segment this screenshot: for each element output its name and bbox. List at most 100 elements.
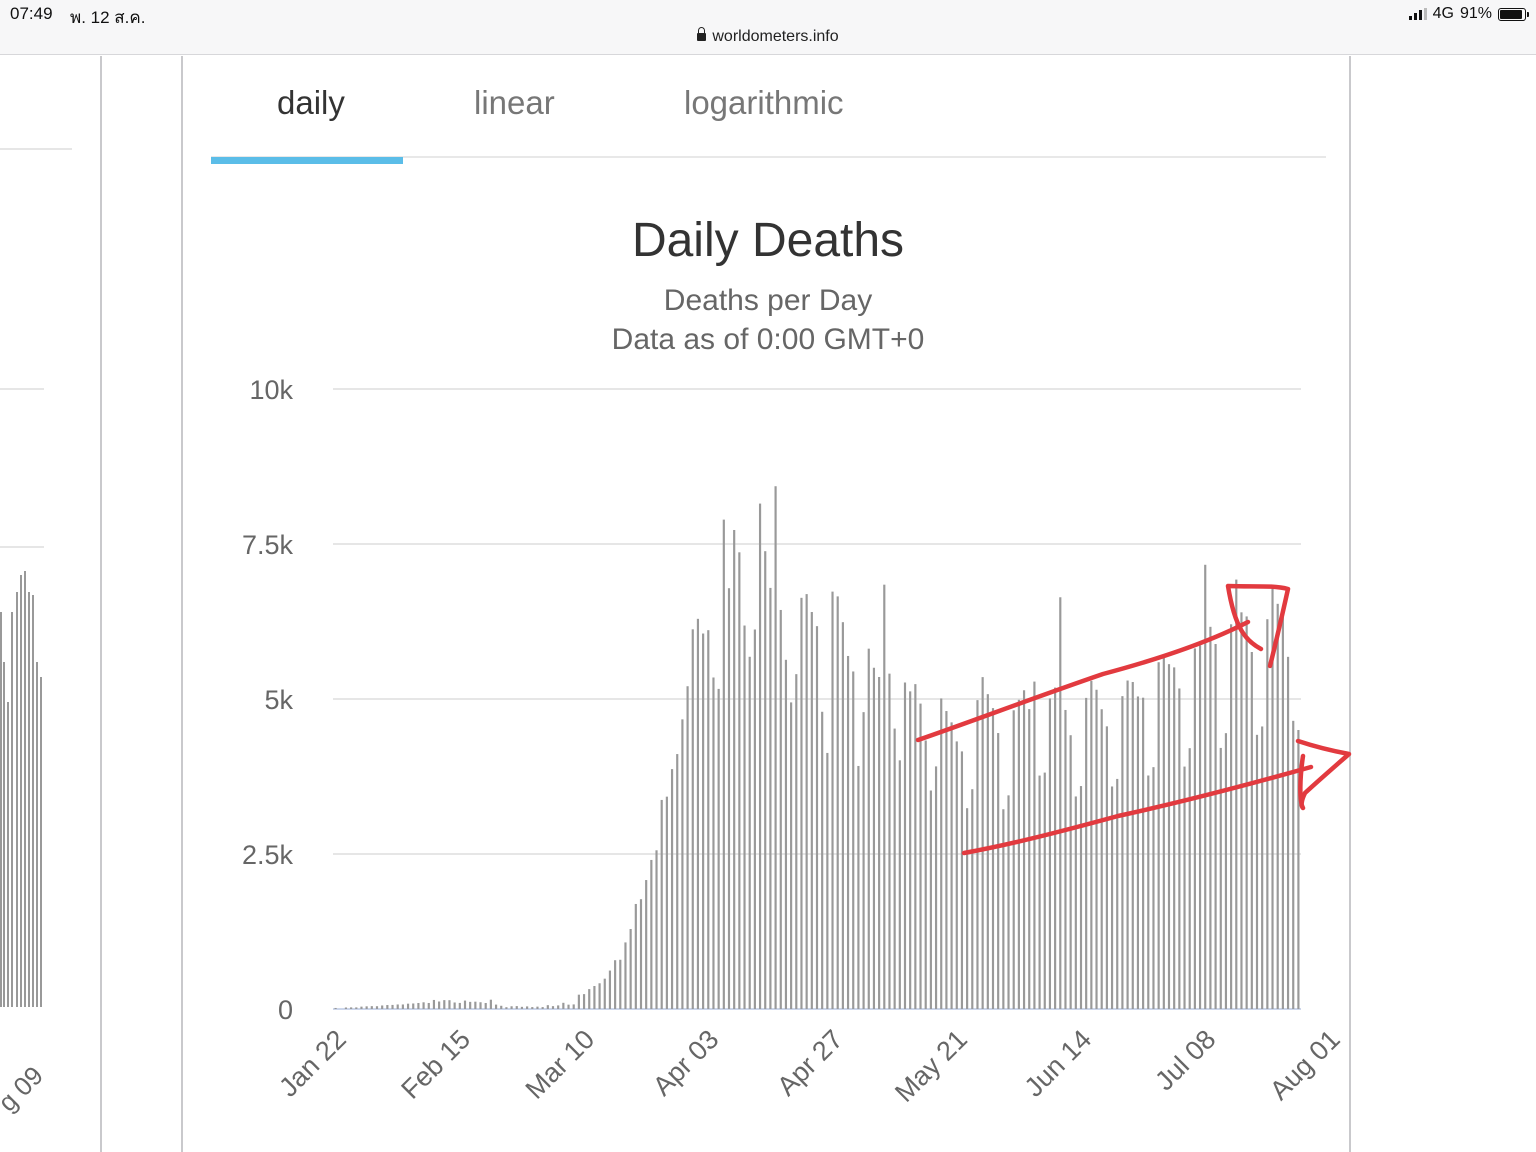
hand-drawn-annotations — [915, 583, 1352, 856]
chart-bar — [417, 1002, 420, 1009]
chart-bar — [562, 1002, 565, 1009]
chart-title: Daily Deaths — [631, 214, 905, 267]
chart-bar — [1043, 772, 1046, 1009]
chart-bar — [852, 671, 855, 1009]
chart-bar — [16, 592, 18, 1007]
chart-bar — [857, 765, 860, 1009]
status-time: 07:49 — [10, 4, 53, 23]
chart-bar — [386, 1005, 389, 1009]
chart-bar — [406, 1003, 410, 1009]
chart-bar — [463, 1000, 467, 1009]
chart-bar — [743, 625, 746, 1009]
chart-bar — [1178, 688, 1181, 1009]
y-tick-label: 0 — [278, 995, 293, 1025]
chart-bar — [872, 667, 876, 1009]
x-tick-label: Apr 03 — [647, 1024, 724, 1101]
chart-bar — [448, 1000, 451, 1009]
chart-bar — [1209, 626, 1212, 1009]
x-tick-label: Jul 08 — [1149, 1024, 1221, 1096]
daily-deaths-chart: 0 2.5k 5k 7.5k 10k Jan 22 Feb 15 Mar 10 Apr 03 A… — [242, 375, 1352, 1108]
chart-bar — [940, 698, 943, 1009]
tab-linear[interactable]: linear — [474, 84, 555, 121]
status-bar: 07:49 พ. 12 ส.ค. worldometers.info 4G 91… — [0, 0, 1536, 55]
chart-bar — [924, 740, 927, 1009]
tab-daily[interactable]: daily — [277, 84, 345, 121]
chart-bar — [929, 790, 932, 1009]
chart-bar — [1292, 720, 1295, 1009]
chart-bar — [1022, 690, 1026, 1009]
chart-bar — [36, 662, 38, 1007]
chart-bar — [1038, 775, 1041, 1009]
y-axis-labels: 0 2.5k 5k 7.5k 10k — [242, 375, 294, 1025]
chart-bar — [489, 999, 492, 1009]
chart-bar — [655, 850, 658, 1009]
chart-bar — [950, 722, 953, 1009]
y-tick-label: 5k — [264, 685, 293, 715]
upper-trend-line — [915, 619, 1251, 743]
chart-bar — [453, 1002, 456, 1009]
chart-bar — [1276, 603, 1279, 1009]
chart-bar — [976, 700, 979, 1009]
chart-bar — [681, 719, 684, 1009]
chart-bar — [412, 1003, 415, 1009]
chart-bar — [1033, 681, 1036, 1009]
chart-bar — [821, 711, 824, 1009]
lower-trend-line — [961, 764, 1314, 856]
chart-bar — [815, 626, 819, 1009]
chart-bar — [1054, 687, 1057, 1009]
chart-bar — [1131, 682, 1134, 1009]
chart-bar — [1007, 795, 1010, 1009]
chart-bar — [1105, 726, 1108, 1009]
x-axis-labels: Jan 22 Feb 15 Mar 10 Apr 03 Apr 27 May 21 Jun … — [273, 1024, 1345, 1108]
upper-arrowhead — [1225, 583, 1291, 669]
chart-bar — [541, 1007, 544, 1009]
chart-bar — [474, 1001, 477, 1009]
chart-bar — [370, 1006, 373, 1009]
chart-bar — [971, 789, 974, 1009]
chart-bar — [1110, 786, 1114, 1009]
chart-bar — [614, 960, 617, 1009]
chart-bar — [805, 594, 808, 1009]
chart-bar — [608, 970, 612, 1009]
chart-bars — [334, 486, 1300, 1010]
address-bar[interactable]: worldometers.info — [0, 27, 1536, 46]
chart-bar — [1250, 652, 1253, 1009]
chart-bar — [841, 622, 844, 1009]
chart-bar — [1193, 648, 1196, 1009]
chart-bar — [645, 880, 648, 1009]
chart-bar — [748, 656, 751, 1009]
chart-bar — [520, 1006, 524, 1009]
chart-bar — [422, 1002, 425, 1009]
chart-bar — [505, 1007, 508, 1009]
chart-subtitle-date: Data as of 0:00 GMT+0 — [611, 323, 925, 356]
chart-bar — [1188, 748, 1191, 1009]
chart-bar — [396, 1004, 399, 1009]
chart-bar — [733, 529, 736, 1009]
chart-bar — [443, 1000, 446, 1009]
chart-bar — [603, 978, 606, 1009]
chart-bar — [344, 1007, 348, 1009]
chart-bar — [557, 1005, 560, 1009]
chart-bar — [919, 703, 922, 1009]
chart-bar — [1079, 786, 1083, 1009]
chart-bar — [831, 591, 834, 1009]
tab-logarithmic[interactable]: logarithmic — [684, 84, 844, 121]
gridline — [0, 148, 72, 150]
chart-bar — [1235, 579, 1238, 1009]
chart-bar — [350, 1007, 353, 1009]
chart-bar — [494, 1004, 498, 1009]
chart-bar — [427, 1002, 430, 1009]
chart-bar — [810, 612, 813, 1009]
x-tick-label: Aug 01 — [1264, 1024, 1346, 1106]
chart-bar — [20, 575, 22, 1007]
chart-bar — [784, 659, 788, 1009]
y-tick-label: 7.5k — [242, 530, 294, 560]
chart-bar — [484, 1002, 487, 1009]
chart-bar — [1173, 667, 1176, 1009]
chart-bar — [1048, 698, 1052, 1009]
chart-bar — [458, 1002, 461, 1009]
chart-bar — [986, 694, 989, 1009]
chart-bar — [795, 674, 798, 1009]
x-tick-label: May 21 — [889, 1024, 973, 1108]
chart-bar — [515, 1006, 518, 1009]
